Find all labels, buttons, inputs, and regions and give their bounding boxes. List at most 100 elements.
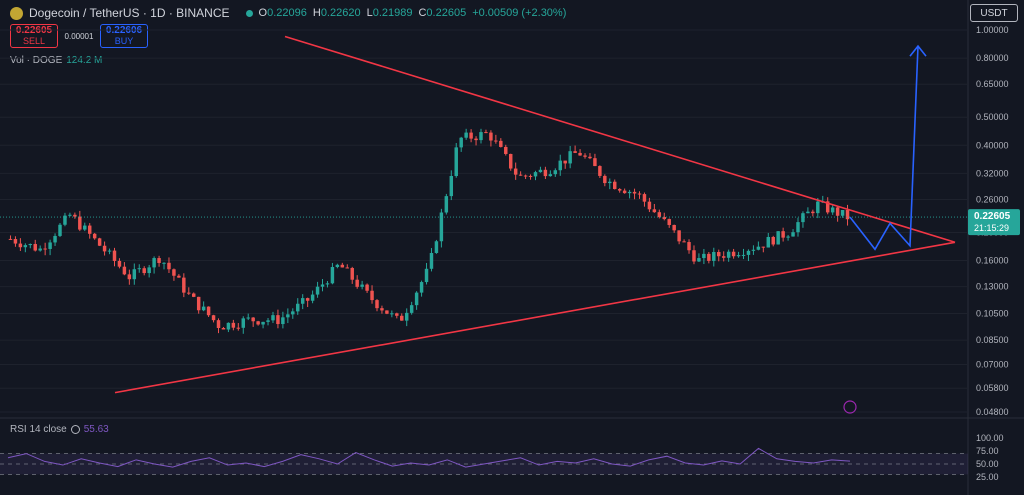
rsi-settings-icon[interactable] <box>70 425 80 434</box>
candle-body <box>489 132 493 141</box>
candle-body <box>687 242 691 251</box>
candle-body <box>518 174 523 176</box>
candle-body <box>494 140 498 142</box>
candle-body <box>528 175 533 177</box>
dogecoin-logo-icon <box>10 6 23 20</box>
candle-body <box>558 160 562 171</box>
candle-body <box>310 294 315 301</box>
candle-body <box>187 292 191 294</box>
candle-body <box>147 267 151 274</box>
candle-body <box>23 245 28 248</box>
price-tick-label: 0.04800 <box>976 407 1009 417</box>
candle-body <box>840 209 845 216</box>
candle-body <box>291 311 295 315</box>
candle-body <box>315 286 320 295</box>
chart-header: Dogecoin / TetherUS · 1D · BINANCE O0.22… <box>10 4 566 22</box>
currency-selector[interactable]: USDT <box>970 4 1018 22</box>
candle-body <box>97 238 102 246</box>
candle-body <box>766 236 771 248</box>
candle-body <box>325 283 330 285</box>
price-tick-label: 0.40000 <box>976 140 1009 150</box>
candle-body <box>63 215 67 225</box>
candle-body <box>122 266 127 275</box>
candle-body <box>261 321 265 325</box>
candle-body <box>414 292 419 306</box>
candle-body <box>657 212 662 218</box>
candle-body <box>385 310 389 314</box>
price-tick-label: 1.00000 <box>976 25 1009 35</box>
candle-body <box>360 284 364 287</box>
candle-body <box>642 194 647 202</box>
current-price-label-bg <box>968 209 1020 236</box>
candle-body <box>513 168 518 175</box>
candle-body <box>568 151 572 164</box>
candle-body <box>479 132 483 141</box>
symbol-title[interactable]: Dogecoin / TetherUS · 1D · BINANCE <box>29 6 230 20</box>
candle-body <box>241 318 245 328</box>
price-tick-label: 0.80000 <box>976 53 1009 63</box>
price-change: +0.00509 (+2.30%) <box>472 7 567 19</box>
candle-body <box>137 268 141 270</box>
candle-body <box>702 253 706 259</box>
candle-body <box>355 279 359 287</box>
price-tick-label: 0.32000 <box>976 168 1009 178</box>
candle-body <box>622 190 627 194</box>
price-tick-label: 0.50000 <box>976 112 1009 122</box>
candle-body <box>78 216 82 230</box>
candle-body <box>662 217 666 220</box>
candle-body <box>395 313 399 316</box>
candle-body <box>286 314 290 318</box>
candle-body <box>746 250 751 255</box>
candle-body <box>330 267 335 284</box>
candle-body <box>647 201 652 210</box>
price-tick-label: 0.65000 <box>976 79 1009 89</box>
candle-body <box>276 315 280 325</box>
candle-body <box>637 193 642 195</box>
candle-body <box>107 250 112 252</box>
candle-body <box>776 231 780 245</box>
candle-body <box>409 305 414 313</box>
candle-body <box>375 300 379 309</box>
rsi-tick-label: 25.00 <box>976 472 999 482</box>
candle-body <box>830 207 835 213</box>
candle-body <box>38 248 42 251</box>
candle-body <box>721 256 726 258</box>
candle-body <box>48 242 52 249</box>
price-tick-label: 0.26000 <box>976 194 1009 204</box>
price-tick-label: 0.13000 <box>976 282 1009 292</box>
candle-body <box>533 172 538 177</box>
candle-body <box>598 166 602 176</box>
candle-body <box>751 249 756 251</box>
candle-body <box>796 222 800 233</box>
candle-body <box>33 244 37 251</box>
candle-body <box>835 207 840 216</box>
candle-body <box>508 153 513 169</box>
spread-value: 0.00001 <box>64 31 94 41</box>
candle-body <box>419 282 424 293</box>
candle-body <box>172 269 176 276</box>
candle-body <box>236 327 241 329</box>
candle-body <box>736 255 741 257</box>
market-open-icon <box>245 9 253 17</box>
candle-body <box>474 138 478 141</box>
candle-body <box>553 170 558 175</box>
candle-body <box>18 243 23 248</box>
candle-body <box>380 308 384 311</box>
candle-body <box>300 298 305 304</box>
candle-body <box>627 191 632 194</box>
candle-body <box>806 211 810 214</box>
candle-body <box>424 268 429 283</box>
candle-body <box>816 201 820 214</box>
candle-body <box>13 239 18 244</box>
candle-body <box>697 258 701 262</box>
candle-body <box>613 181 617 190</box>
price-tick-label: 0.05800 <box>976 383 1009 393</box>
candle-body <box>761 246 766 248</box>
candle-body <box>712 252 716 261</box>
candle-body <box>682 241 686 243</box>
candle-body <box>756 246 761 250</box>
candle-body <box>504 146 508 154</box>
candle-body <box>563 160 567 164</box>
candle-body <box>305 298 310 301</box>
